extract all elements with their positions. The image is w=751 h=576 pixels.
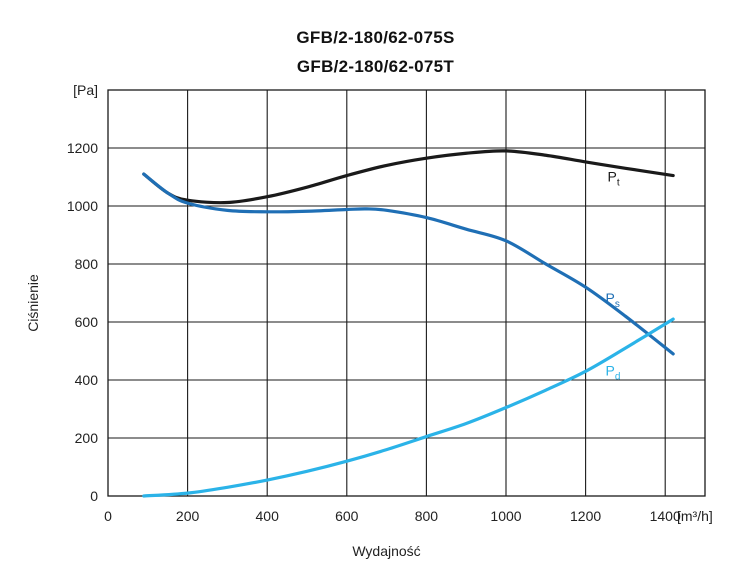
y-unit-label: [Pa] (73, 82, 98, 98)
x-tick-label: 0 (104, 508, 112, 524)
series-line-ps (142, 172, 675, 356)
series-line-pd (142, 317, 675, 498)
x-tick-label: 1000 (490, 508, 521, 524)
y-tick-label: 200 (75, 430, 99, 446)
series-line-pt (142, 149, 675, 205)
x-unit-label: [m³/h] (677, 508, 713, 524)
x-tick-label: 400 (256, 508, 280, 524)
y-tick-label: 0 (90, 488, 98, 504)
chart-subtitle: GFB/2-180/62-075T (296, 57, 455, 76)
curve-labels: Pt Ps Pd (606, 168, 621, 382)
x-tick-label: 1200 (570, 508, 601, 524)
y-tick-label: 400 (75, 372, 99, 388)
x-tick-label: 600 (335, 508, 359, 524)
plot-frame (107, 89, 706, 497)
y-tick-label: 1200 (67, 140, 98, 156)
series-label-ps: Ps (606, 290, 620, 310)
y-tick-label: 1000 (67, 198, 98, 214)
y-axis-title: Ciśnienie (25, 274, 41, 332)
tick-labels: 0 200 400 600 800 1000 1200 1400 0 200 400 600 800 10… (67, 140, 681, 524)
series-group (142, 149, 675, 498)
series-label-pd: Pd (606, 363, 621, 383)
series-label-pt: Pt (607, 168, 619, 188)
y-tick-label: 800 (75, 256, 99, 272)
grid (107, 89, 706, 497)
x-tick-label: 800 (415, 508, 439, 524)
chart-title: GFB/2-180/62-075S (296, 28, 455, 47)
y-tick-label: 600 (75, 314, 99, 330)
x-axis-title: Wydajność (352, 543, 420, 559)
x-tick-label: 200 (176, 508, 200, 524)
x-tick-label: 1400 (650, 508, 681, 524)
